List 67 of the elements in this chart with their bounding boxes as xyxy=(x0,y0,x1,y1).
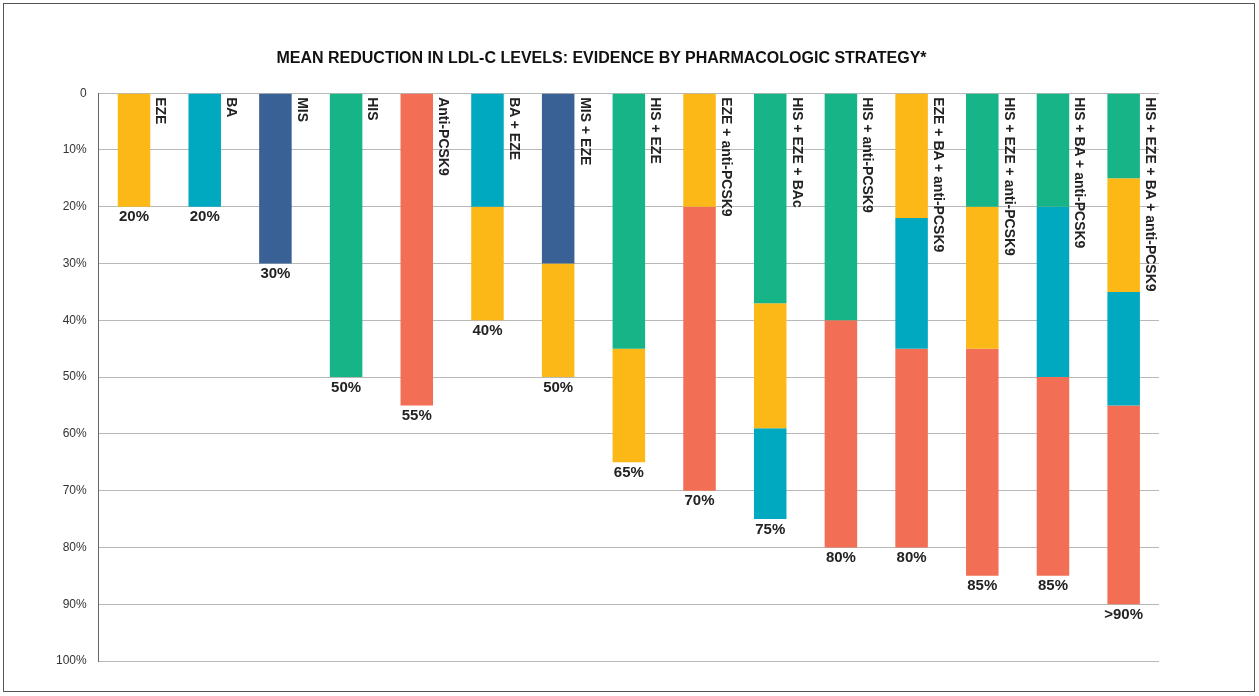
y-tick-label: 10% xyxy=(62,142,88,157)
y-tick-label: 100% xyxy=(55,653,88,668)
bar xyxy=(895,218,928,349)
chart-title: MEAN REDUCTION IN LDL-C LEVELS: EVIDENCE BY PHARMACOLOGIC STRATEGY* xyxy=(276,49,928,67)
bar xyxy=(471,206,504,321)
bar xyxy=(966,348,999,576)
y-tick-label: 70% xyxy=(62,482,88,497)
bar xyxy=(1107,291,1140,406)
bar xyxy=(966,206,999,349)
y-tick-label: 0 xyxy=(80,85,87,100)
total-label: 70% xyxy=(684,491,715,509)
total-label: 65% xyxy=(613,462,644,480)
x-tick-label: HIS + EZE + anti-PCSK9 xyxy=(1001,97,1018,257)
y-tick-label: 90% xyxy=(62,596,88,611)
bar xyxy=(471,93,504,207)
bar xyxy=(824,93,858,321)
x-tick-label: HIS + EZE + BAc xyxy=(789,97,806,208)
x-tick-label: EZE xyxy=(153,97,170,125)
bar xyxy=(1036,206,1070,378)
total-label: 20% xyxy=(119,207,150,225)
bar xyxy=(1107,178,1140,292)
total-label: 55% xyxy=(401,406,432,424)
bar xyxy=(541,93,575,264)
bar xyxy=(612,348,646,463)
bar xyxy=(259,93,292,264)
x-tick-label: BA xyxy=(224,97,241,118)
bar xyxy=(612,93,646,349)
x-tick-label: EZE + anti-PCSK9 xyxy=(718,97,735,217)
x-tick-label: HIS + EZE + BA + anti-PCSK9 xyxy=(1143,97,1160,292)
y-tick-label: 20% xyxy=(62,199,88,214)
total-label: 85% xyxy=(967,576,998,594)
total-label: 50% xyxy=(543,377,574,395)
total-label: 80% xyxy=(896,548,927,566)
bar xyxy=(753,428,787,520)
x-tick-label: HIS xyxy=(365,97,382,121)
total-label: 75% xyxy=(755,519,786,537)
bar xyxy=(895,348,928,548)
bar xyxy=(329,93,363,378)
bar xyxy=(753,93,787,304)
x-tick-label: HIS + BA + anti-PCSK9 xyxy=(1072,97,1089,249)
total-label: 85% xyxy=(1037,576,1068,594)
total-label: 30% xyxy=(260,264,291,282)
bar xyxy=(753,303,787,429)
bar xyxy=(1036,93,1070,207)
x-tick-label: HIS + anti-PCSK9 xyxy=(860,97,877,213)
total-label: 40% xyxy=(472,320,503,338)
y-tick-label: 30% xyxy=(62,255,88,270)
y-tick-label: 80% xyxy=(62,539,88,554)
x-tick-label: MIS xyxy=(294,97,311,123)
x-tick-label: BA + EZE xyxy=(506,97,523,161)
y-tick-label: 60% xyxy=(62,426,88,441)
bar xyxy=(188,93,221,207)
x-tick-label: EZE + BA + anti-PCSK9 xyxy=(930,97,947,253)
y-tick-label: 50% xyxy=(62,369,88,384)
bar xyxy=(541,263,575,378)
x-tick-label: HIS + EZE xyxy=(648,97,665,164)
bar xyxy=(1107,405,1140,605)
bar xyxy=(1107,93,1140,179)
y-tick-label: 40% xyxy=(62,312,88,327)
total-label: 50% xyxy=(331,377,362,395)
total-label: 80% xyxy=(825,548,856,566)
x-tick-label: MIS + EZE xyxy=(577,97,594,166)
x-tick-label: Anti-PCSK9 xyxy=(436,97,453,176)
bar xyxy=(1036,377,1070,576)
total-label: 20% xyxy=(189,207,220,225)
bar xyxy=(966,93,999,207)
total-label: >90% xyxy=(1104,604,1144,622)
